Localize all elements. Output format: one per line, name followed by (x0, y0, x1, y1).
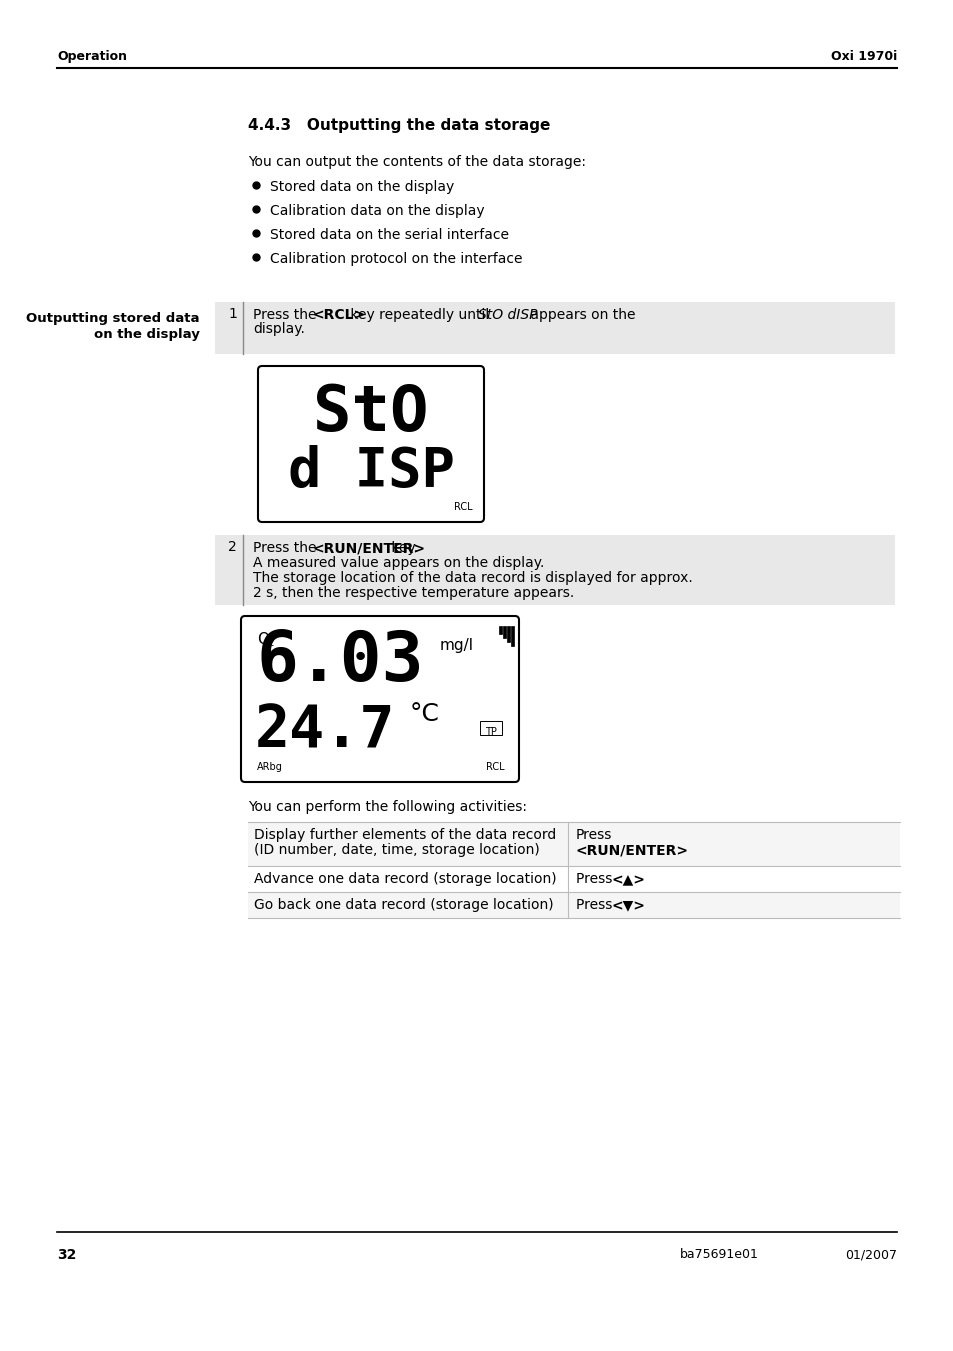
Text: ARbg: ARbg (256, 762, 283, 771)
Text: appears on the: appears on the (526, 308, 636, 322)
Text: display.: display. (253, 322, 305, 336)
Text: Press: Press (576, 871, 616, 886)
Text: <RCL>: <RCL> (313, 308, 366, 322)
Text: Advance one data record (storage location): Advance one data record (storage locatio… (253, 871, 556, 886)
Text: Outputting stored data: Outputting stored data (27, 312, 200, 326)
Text: The storage location of the data record is displayed for approx.: The storage location of the data record … (253, 571, 692, 585)
Text: Stored data on the display: Stored data on the display (270, 180, 454, 195)
Text: Press the: Press the (253, 540, 320, 555)
Text: A measured value appears on the display.: A measured value appears on the display. (253, 557, 544, 570)
Text: RCL: RCL (486, 762, 504, 771)
Text: ba75691e01: ba75691e01 (679, 1248, 758, 1260)
Text: Operation: Operation (57, 50, 127, 63)
FancyBboxPatch shape (257, 366, 483, 521)
Text: d ISP: d ISP (287, 444, 454, 499)
Text: 2 s, then the respective temperature appears.: 2 s, then the respective temperature app… (253, 586, 574, 600)
Text: 32: 32 (57, 1248, 76, 1262)
Bar (214, 303, 894, 354)
Text: Calibration protocol on the interface: Calibration protocol on the interface (270, 253, 522, 266)
Bar (498, 626, 501, 634)
Text: key.: key. (386, 540, 417, 555)
Text: Press the: Press the (253, 308, 320, 322)
Text: TP: TP (484, 727, 497, 738)
Text: 2: 2 (228, 540, 236, 554)
Text: You can perform the following activities:: You can perform the following activities… (248, 800, 526, 815)
Text: 1: 1 (228, 307, 236, 322)
Text: °C: °C (410, 703, 439, 725)
Text: Press: Press (576, 898, 616, 912)
Text: 6.03: 6.03 (256, 628, 423, 694)
Text: Oxi 1970i: Oxi 1970i (830, 50, 896, 63)
Bar (248, 866, 899, 892)
Text: Go back one data record (storage location): Go back one data record (storage locatio… (253, 898, 553, 912)
FancyBboxPatch shape (241, 616, 518, 782)
Text: (ID number, date, time, storage location): (ID number, date, time, storage location… (253, 843, 539, 857)
Bar (248, 892, 899, 917)
Text: on the display: on the display (94, 328, 200, 340)
Text: <RUN/ENTER>: <RUN/ENTER> (576, 843, 688, 857)
Text: 01/2007: 01/2007 (844, 1248, 896, 1260)
Text: Press: Press (576, 828, 612, 842)
Text: Calibration data on the display: Calibration data on the display (270, 204, 484, 218)
Bar (506, 626, 510, 642)
Text: mg/l: mg/l (439, 638, 474, 653)
Text: key repeatedly until: key repeatedly until (346, 308, 494, 322)
Text: <RUN/ENTER>: <RUN/ENTER> (313, 540, 426, 555)
Text: O: O (256, 632, 269, 647)
Text: Display further elements of the data record: Display further elements of the data rec… (253, 828, 556, 842)
Text: StO dISP: StO dISP (478, 308, 537, 322)
Bar (502, 626, 505, 638)
Bar (248, 821, 899, 866)
Text: RCL: RCL (454, 503, 473, 512)
Bar (511, 626, 514, 646)
Text: <▲>: <▲> (612, 871, 645, 886)
Text: 2: 2 (267, 638, 274, 648)
Text: You can output the contents of the data storage:: You can output the contents of the data … (248, 155, 585, 169)
Text: StO: StO (313, 382, 428, 444)
Text: 4.4.3   Outputting the data storage: 4.4.3 Outputting the data storage (248, 118, 550, 132)
Text: 24.7: 24.7 (254, 703, 395, 759)
Bar (479, 721, 501, 735)
Text: <▼>: <▼> (612, 898, 645, 912)
Bar (214, 535, 894, 605)
Text: Stored data on the serial interface: Stored data on the serial interface (270, 228, 509, 242)
